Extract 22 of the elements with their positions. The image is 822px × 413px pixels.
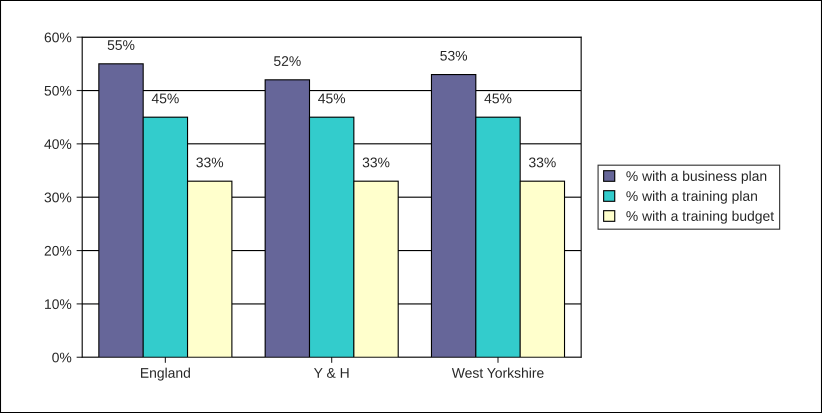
data-label: 33% [196,158,224,168]
y-tick-label: 60% [44,32,72,42]
legend-label: % with a training budget [626,210,774,224]
y-tick-label: 20% [44,246,72,256]
x-tick-label: Y & H [314,368,349,378]
data-label: 52% [274,56,301,66]
x-tick-label: West Yorkshire [452,368,544,378]
data-label: 45% [484,94,512,104]
data-label: 33% [528,158,556,168]
legend-label: % with a training plan [626,190,757,204]
x-tick-label: England [141,368,190,381]
y-tick-label: 10% [45,299,72,310]
y-tick-label: 0% [52,352,72,362]
data-label: 45% [318,94,346,104]
y-tick-label: 40% [44,139,72,150]
data-label: 33% [362,158,390,168]
data-label: 53% [440,50,468,61]
legend-label: % with a business plan [626,170,766,184]
y-tick-label: 50% [44,86,72,96]
data-label: 55% [108,40,134,50]
data-label: 45% [152,94,179,104]
y-tick-label: 30% [44,192,72,202]
